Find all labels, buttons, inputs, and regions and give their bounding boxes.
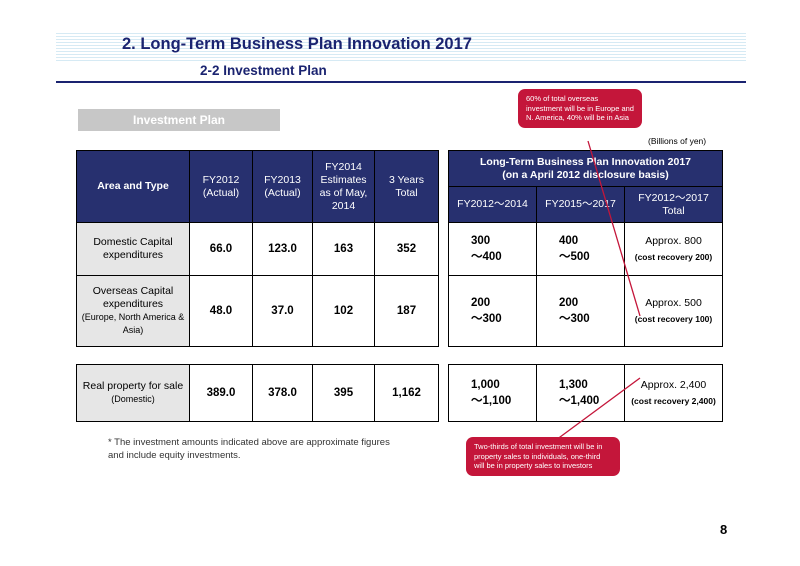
col-header-fy2012-2014: FY2012～2014 — [448, 186, 537, 223]
page-number: 8 — [720, 522, 728, 537]
plan-header-row: FY2012～2014 FY2015～2017 FY2012～2017 Tota… — [448, 186, 724, 223]
header-band — [56, 33, 746, 61]
table-cell: 395 — [312, 364, 375, 422]
long-term-plan-table: Long-Term Business Plan Innovation 2017 … — [447, 150, 724, 347]
range-low: 1,300 — [559, 379, 588, 391]
table-cell: 66.0 — [189, 222, 253, 276]
table-row: Overseas Capital expenditures (Europe, N… — [76, 275, 439, 347]
footnote: * The investment amounts indicated above… — [108, 437, 390, 461]
table-cell: 187 — [374, 275, 439, 347]
page-title: 2. Long-Term Business Plan Innovation 20… — [122, 35, 472, 53]
table-cell: Approx. 500 (cost recovery 100) — [623, 275, 724, 347]
cost-recovery: (cost recovery 100) — [634, 314, 713, 324]
row-label-text: Real property for sale — [82, 380, 184, 392]
table-cell: 48.0 — [189, 275, 253, 347]
callout-real-property: Two-thirds of total investment will be i… — [466, 437, 620, 476]
table-cell: 378.0 — [252, 364, 313, 422]
range-high: ～1,400 — [559, 395, 600, 407]
plan-title-line2: (on a April 2012 disclosure basis) — [502, 168, 669, 181]
col-header-fy2013: FY2013 (Actual) — [252, 150, 313, 223]
table-cell: 200 ～300 — [448, 275, 537, 347]
range-high: ～300 — [471, 313, 502, 325]
table-cell: Approx. 2,400 (cost recovery 2,400) — [624, 364, 723, 422]
callout-bottom-pointer — [555, 377, 641, 441]
col-header-fy2014: FY2014 Estimates as of May, 2014 — [312, 150, 375, 223]
row-label-note: (Domestic) — [111, 394, 155, 404]
row-label-note: (Europe, North America & Asia) — [81, 312, 185, 335]
cost-recovery: (cost recovery 2,400) — [631, 396, 716, 406]
total-approx: Approx. 800 — [645, 235, 702, 247]
col-header-area-type: Area and Type — [76, 150, 190, 223]
table-cell: 352 — [374, 222, 439, 276]
units-label: (Billions of yen) — [648, 136, 707, 146]
total-approx: Approx. 500 — [645, 297, 702, 309]
range-low: 400 — [559, 235, 579, 247]
table-cell: 389.0 — [189, 364, 253, 422]
callout-top-pointer — [587, 140, 641, 317]
row-label-text: Overseas Capital expenditures — [92, 285, 174, 310]
table-cell: 102 — [312, 275, 375, 347]
row-label-real-property: Real property for sale (Domestic) — [76, 364, 190, 422]
table-cell: 200 ～300 — [536, 275, 625, 347]
table-row: 300 ～400 400 ～500 Approx. 800 (cost recover… — [448, 222, 724, 276]
header-divider — [56, 81, 746, 83]
table-row: Domestic Capital expenditures 66.0 123.0… — [76, 222, 439, 276]
table-row: 1,000 ～1,100 1,300 ～1,400 Approx. 2,400 (co… — [448, 364, 723, 422]
range-low: 200 — [559, 297, 579, 309]
table-cell: 1,000 ～1,100 — [448, 364, 537, 422]
table-cell: 1,162 — [374, 364, 439, 422]
callout-overseas: 60% of total overseas investment will be… — [518, 89, 642, 128]
col-header-fy2012-2017-total: FY2012～2017 Total — [623, 186, 724, 223]
range-high: ～1,100 — [471, 395, 512, 407]
table-row: 200 ～300 200 ～300 Approx. 500 (cost recover… — [448, 275, 724, 347]
table-cell: 400 ～500 — [536, 222, 625, 276]
range-low: 300 — [471, 235, 491, 247]
page-subtitle: 2-2 Investment Plan — [200, 63, 327, 78]
table-cell: 163 — [312, 222, 375, 276]
row-label-overseas: Overseas Capital expenditures (Europe, N… — [76, 275, 190, 347]
real-property-table: Real property for sale (Domestic) 389.0 … — [76, 364, 439, 422]
section-label: Investment Plan — [78, 109, 280, 131]
plan-title-line1: Long-Term Business Plan Innovation 2017 — [480, 155, 692, 168]
range-high: ～500 — [559, 251, 590, 263]
investment-table: Area and Type FY2012 (Actual) FY2013 (Ac… — [76, 150, 439, 347]
range-high: ～300 — [559, 313, 590, 325]
cost-recovery: (cost recovery 200) — [634, 252, 713, 262]
table-row: Real property for sale (Domestic) 389.0 … — [76, 364, 439, 422]
range-high: ～400 — [471, 251, 502, 263]
range-low: 1,000 — [471, 379, 500, 391]
total-approx: Approx. 2,400 — [640, 379, 707, 391]
range-low: 200 — [471, 297, 491, 309]
investment-table-header-row: Area and Type FY2012 (Actual) FY2013 (Ac… — [76, 150, 439, 223]
subtitle-band — [188, 61, 746, 81]
table-cell: 1,300 ～1,400 — [536, 364, 625, 422]
table-cell: 300 ～400 — [448, 222, 537, 276]
plan-real-property-table: 1,000 ～1,100 1,300 ～1,400 Approx. 2,400 (co… — [448, 364, 723, 422]
row-label-domestic: Domestic Capital expenditures — [76, 222, 190, 276]
